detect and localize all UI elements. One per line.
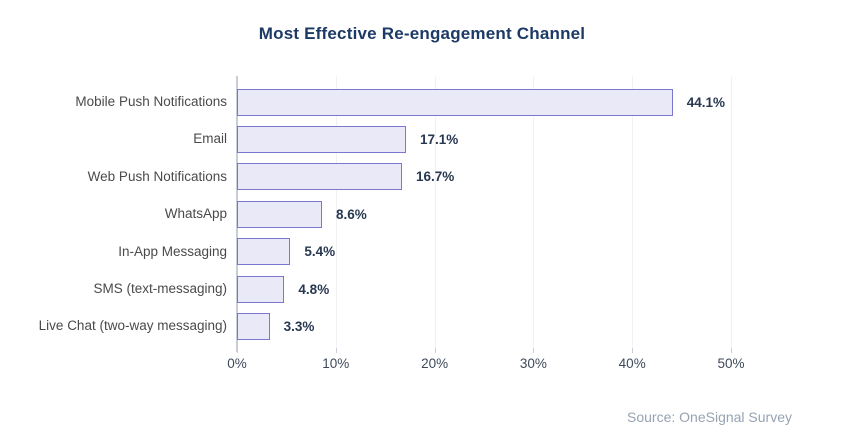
category-label: Email xyxy=(193,131,227,147)
x-axis-tick-labels: 0% 10% 20% 30% 40% 50% xyxy=(227,356,797,374)
source-note: Source: OneSignal Survey xyxy=(627,409,792,425)
category-label: WhatsApp xyxy=(164,206,227,222)
x-tick-label: 40% xyxy=(618,356,646,371)
x-tick-label: 50% xyxy=(717,356,745,371)
gridline-40% xyxy=(632,76,634,348)
tick-mark-50% xyxy=(731,348,732,353)
bar xyxy=(237,312,270,340)
plot-area: 44.1% 17.1% 16.7% 8.6% 5.4% 4.8% 3.3% xyxy=(236,76,797,353)
bar xyxy=(237,275,285,303)
category-labels-column: Mobile Push Notifications Email Web Push N… xyxy=(20,76,227,348)
category-label: SMS (text-messaging) xyxy=(93,281,227,296)
category-label: In-App Messaging xyxy=(118,243,227,259)
bar xyxy=(237,200,322,228)
x-tick-label: 10% xyxy=(322,356,350,371)
x-tick-label: 0% xyxy=(227,356,247,371)
x-tick-label: 30% xyxy=(519,356,547,371)
bar xyxy=(237,125,406,153)
bar-value-label: 16.7% xyxy=(415,169,455,185)
category-label: Mobile Push Notifications xyxy=(75,94,227,109)
bar-value-label: 8.6% xyxy=(335,206,367,222)
bar xyxy=(237,238,291,266)
tick-mark-10% xyxy=(335,348,337,353)
bar-value-label: 4.8% xyxy=(298,281,330,297)
x-tick-label: 20% xyxy=(421,356,449,371)
bar-value-label: 3.3% xyxy=(283,318,315,334)
tick-mark-40% xyxy=(632,348,634,353)
bar xyxy=(237,163,402,191)
category-label: Live Chat (two-way messaging) xyxy=(38,318,227,334)
bar-value-label: 5.4% xyxy=(304,244,336,260)
tick-mark-0% xyxy=(237,348,238,353)
bar-value-label: 17.1% xyxy=(419,131,459,147)
gridline-30% xyxy=(533,76,535,348)
gridline-10% xyxy=(335,76,337,348)
gridline-50% xyxy=(731,76,732,348)
tick-mark-30% xyxy=(533,348,535,353)
category-label: Web Push Notifications xyxy=(87,168,227,184)
tick-mark-20% xyxy=(434,348,436,353)
gridline-20% xyxy=(434,76,436,348)
bar xyxy=(237,88,673,116)
bar-value-label: 44.1% xyxy=(686,94,725,110)
chart-title: Most Effective Re-engagement Channel xyxy=(258,24,586,43)
